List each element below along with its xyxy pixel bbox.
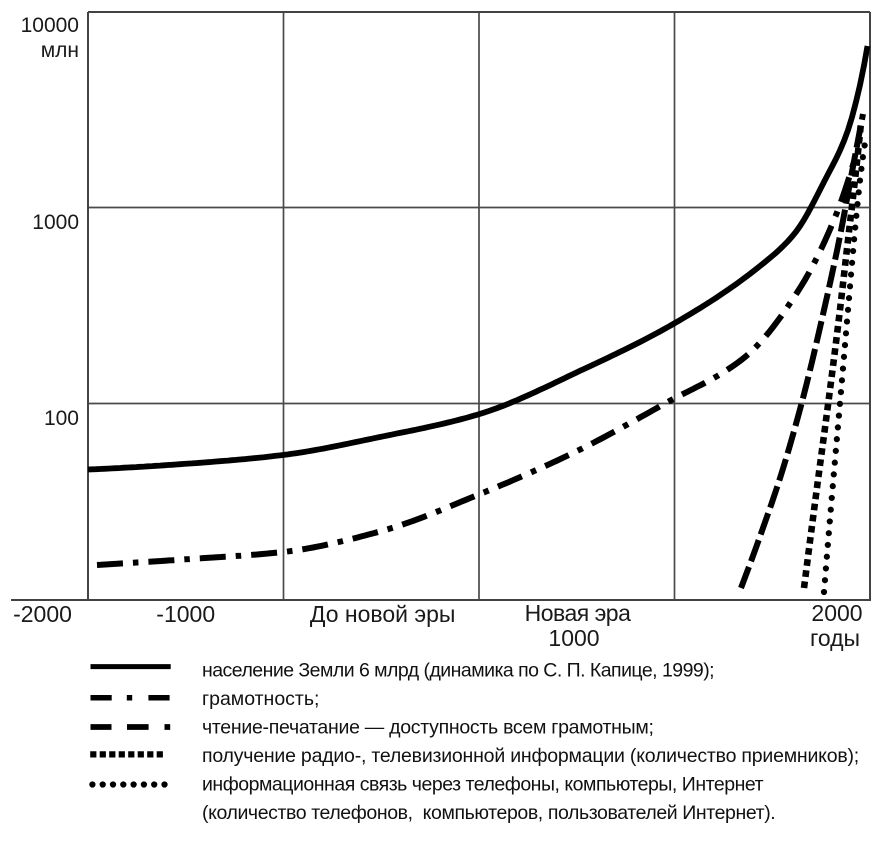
svg-text:грамотность;: грамотность;: [202, 688, 319, 710]
svg-text:информационная связь через тел: информационная связь через телефоны, ком…: [202, 773, 764, 795]
svg-text:млн: млн: [41, 39, 79, 62]
svg-text:1000: 1000: [32, 211, 79, 234]
svg-text:годы: годы: [810, 625, 860, 651]
svg-text:чтение-печатание — доступность: чтение-печатание — доступность всем грам…: [202, 716, 654, 738]
svg-text:1000: 1000: [548, 625, 599, 651]
svg-text:2000: 2000: [811, 600, 862, 626]
svg-text:-2000: -2000: [13, 601, 72, 627]
svg-text:100: 100: [44, 407, 79, 430]
svg-text:получение радио-, телевизионно: получение радио-, телевизионной информац…: [202, 745, 859, 767]
svg-text:Новая эра: Новая эра: [525, 600, 632, 626]
svg-text:10000: 10000: [21, 14, 79, 37]
svg-text:(количество телефонов, компью: (количество телефонов, компьютеров, поль…: [202, 802, 775, 824]
svg-text:население Земли 6 млрд (динами: население Земли 6 млрд (динамика по С. П…: [202, 659, 714, 681]
svg-text:-1000: -1000: [156, 601, 215, 627]
svg-text:До новой эры: До новой эры: [310, 601, 456, 627]
